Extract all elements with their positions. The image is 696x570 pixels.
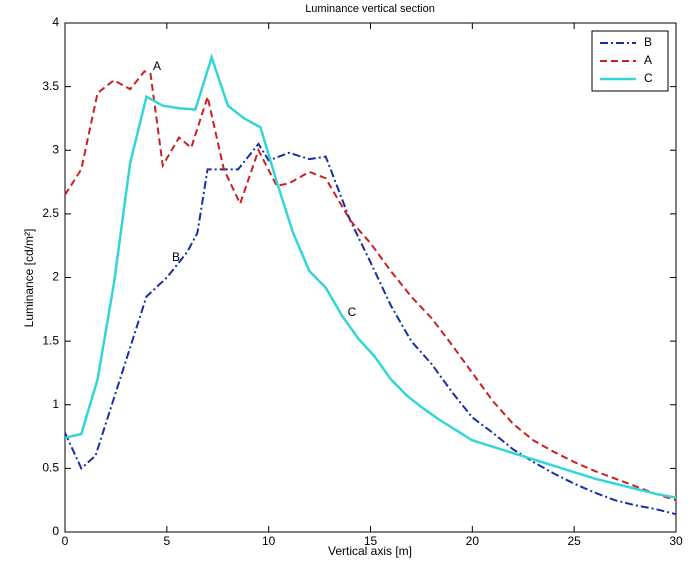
chart-title: Luminance vertical section <box>305 3 435 15</box>
x-tick-label: 10 <box>262 534 276 548</box>
y-tick-label: 3.5 <box>42 79 59 93</box>
y-tick-label: 4 <box>52 15 59 29</box>
y-tick-label: 1 <box>52 397 59 411</box>
x-axis-label: Vertical axis [m] <box>328 544 412 558</box>
y-tick-label: 1.5 <box>42 333 59 347</box>
annotation: A <box>153 59 161 73</box>
y-tick-label: 0 <box>52 524 59 538</box>
line-b <box>64 142 677 516</box>
y-tick-label: 2.5 <box>42 206 59 220</box>
y-tick-label: 3 <box>52 142 59 156</box>
y-tick-label: 0.5 <box>42 461 59 475</box>
plot-frame <box>64 22 677 533</box>
legend-label: A <box>644 53 652 67</box>
y-tick-label: 2 <box>52 270 59 284</box>
annotation: B <box>172 250 180 264</box>
x-tick-label: 15 <box>364 534 378 548</box>
line-a <box>64 70 677 502</box>
legend-label: B <box>644 35 652 49</box>
x-tick-label: 0 <box>62 534 69 548</box>
y-axis-label: Luminance [cd/m²] <box>22 229 36 328</box>
line-c <box>64 53 677 499</box>
legend-label: C <box>644 71 653 85</box>
x-tick-label: 20 <box>466 534 480 548</box>
x-tick-label: 25 <box>567 534 581 548</box>
annotation: C <box>348 305 357 319</box>
x-tick-label: 30 <box>669 534 683 548</box>
x-tick-label: 5 <box>163 534 170 548</box>
